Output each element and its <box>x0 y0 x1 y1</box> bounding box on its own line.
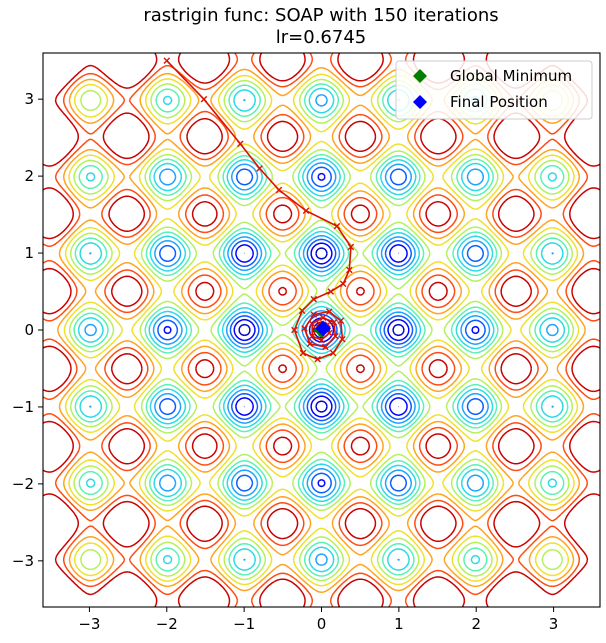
final-position-marker <box>315 320 332 337</box>
contour-level-9 <box>43 53 600 607</box>
y-tick-label-5: 2 <box>24 167 34 185</box>
trajectory-point-7 <box>347 243 355 251</box>
chart-subtitle: lr=0.6745 <box>276 27 366 48</box>
y-axis: −3 −2 −1 0 1 2 3 <box>12 90 43 570</box>
contour-level-4 <box>77 87 566 573</box>
trajectory-point-15 <box>314 355 321 363</box>
trajectory-point-5 <box>302 207 310 215</box>
chart-title: rastrigin func: SOAP with 150 iterations <box>143 5 498 26</box>
x-tick-label-4: 1 <box>394 615 404 633</box>
trajectory-point-29 <box>318 336 325 344</box>
trajectory-point-4 <box>275 186 283 194</box>
trajectory-point-1 <box>200 95 208 103</box>
x-tick-label-6: 3 <box>549 615 559 633</box>
contour-lines <box>43 53 600 607</box>
trajectory-point-25 <box>330 319 338 326</box>
trajectory-point-12 <box>298 307 306 315</box>
trajectory-point-17 <box>339 335 346 343</box>
trajectory-point-9 <box>339 280 347 288</box>
contour-level-3 <box>84 94 559 566</box>
trajectory-point-18 <box>337 317 345 325</box>
trajectory-point-0 <box>163 57 171 64</box>
legend-label-global-minimum: Global Minimum <box>450 67 572 85</box>
contour-level-7 <box>63 73 580 587</box>
trajectory-point-19 <box>325 308 333 315</box>
y-tick-label-4: 1 <box>24 244 34 262</box>
legend-marker-global-minimum <box>413 69 427 83</box>
y-tick-label-1: −2 <box>12 475 34 493</box>
trajectory-point-10 <box>327 288 335 295</box>
y-tick-label-6: 3 <box>24 90 34 108</box>
legend: Global Minimum Final Position <box>395 60 593 120</box>
trajectory-point-2 <box>236 140 244 148</box>
x-tick-label-3: 0 <box>317 615 327 633</box>
trajectory-point-23 <box>322 343 329 351</box>
x-axis: −3 −2 −1 0 1 2 3 <box>78 607 558 633</box>
legend-label-final-position: Final Position <box>450 93 548 111</box>
contour-level-5 <box>73 83 570 577</box>
contour-level-1 <box>163 172 480 488</box>
contour-level-6 <box>68 78 575 582</box>
trajectory-point-14 <box>299 349 307 357</box>
y-tick-label-0: −3 <box>12 552 34 570</box>
x-tick-label-2: −1 <box>233 615 255 633</box>
trajectory-point-13 <box>291 326 298 334</box>
trajectory-point-6 <box>333 222 341 230</box>
legend-marker-final-position <box>413 95 427 109</box>
trajectory-point-27 <box>308 320 316 328</box>
trajectory-point-16 <box>329 349 337 357</box>
legend-box <box>395 60 593 120</box>
trajectory-point-22 <box>306 340 314 348</box>
y-tick-label-2: −1 <box>12 398 34 416</box>
trajectory-point-11 <box>310 295 318 303</box>
contour-level-10 <box>43 53 600 607</box>
plot-area <box>42 52 601 608</box>
trajectory-point-21 <box>301 325 308 332</box>
x-tick-label-0: −3 <box>78 615 100 633</box>
x-tick-label-1: −2 <box>156 615 178 633</box>
trajectory-point-28 <box>308 332 316 340</box>
contour-level-8 <box>57 66 586 594</box>
point-markers <box>313 320 332 338</box>
trajectory-point-24 <box>332 332 339 340</box>
x-tick-label-5: 2 <box>471 615 481 633</box>
contour-level-2 <box>157 166 486 494</box>
trajectory-point-20 <box>310 311 318 318</box>
trajectory-point-26 <box>319 314 327 321</box>
trajectory-point-8 <box>346 266 353 274</box>
trajectory-point-3 <box>256 165 263 172</box>
y-tick-label-3: 0 <box>24 321 34 339</box>
